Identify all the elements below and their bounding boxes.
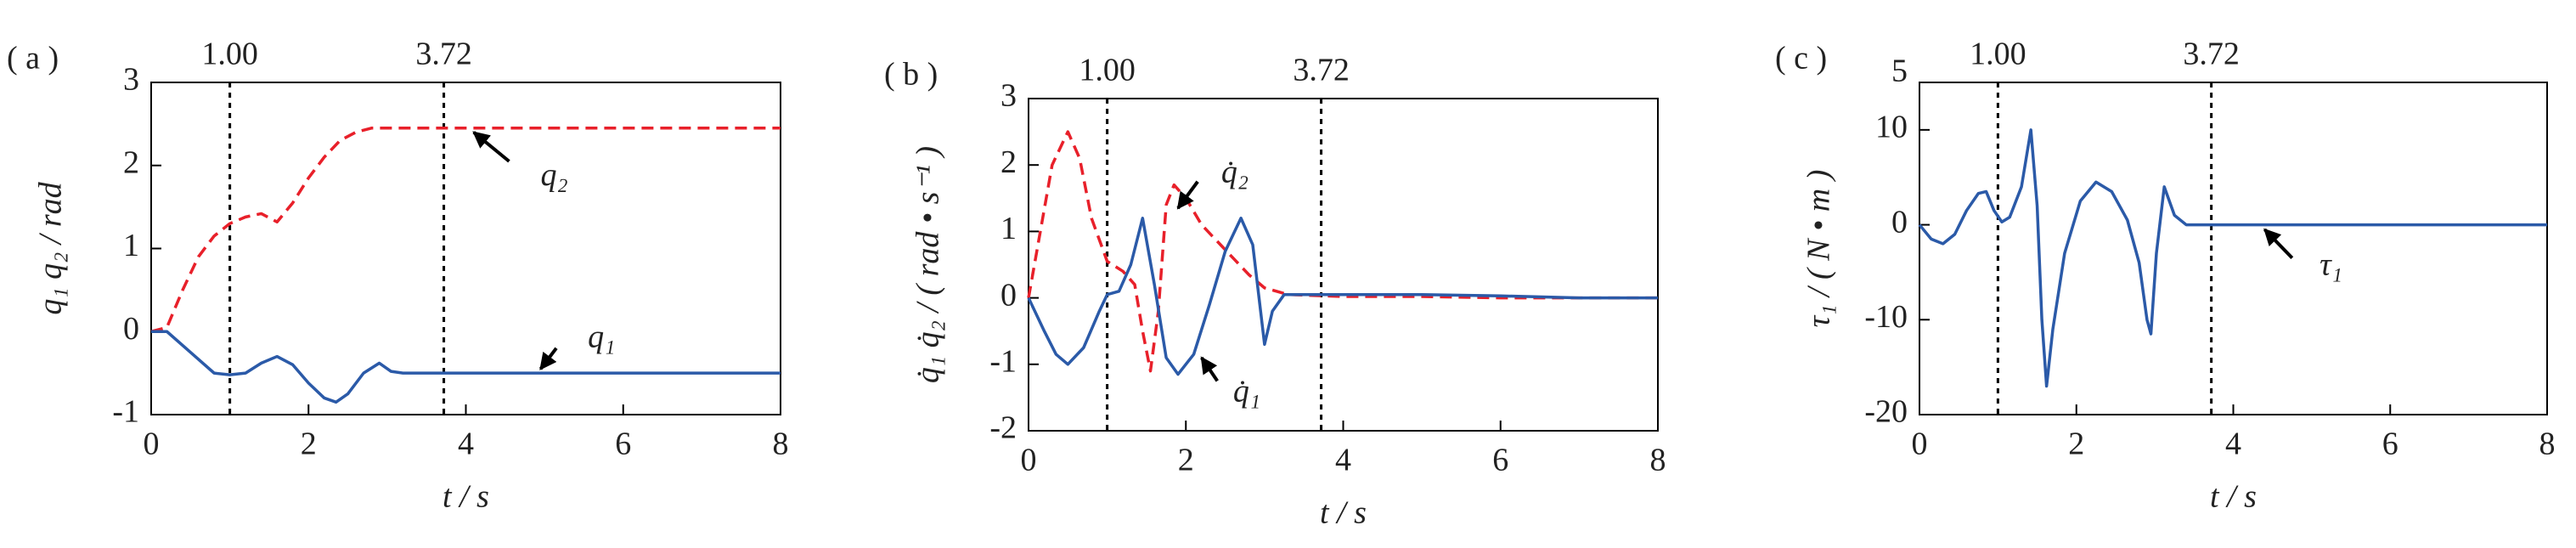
x-axis-label: t / s (1320, 495, 1367, 531)
annotation: q₁ (588, 319, 615, 355)
marker-label: 1.00 (201, 37, 258, 72)
plot-frame (150, 82, 781, 415)
y-tick-label: 0 (1001, 277, 1017, 313)
x-tick-label: 4 (2225, 427, 2241, 462)
y-tick-label: -2 (989, 410, 1017, 446)
y-tick-label: -1 (989, 344, 1017, 380)
y-axis-label: τ₁ / ( N • m ) (1801, 170, 1837, 328)
plot-frame (1919, 82, 2548, 415)
x-axis-label: t / s (442, 479, 489, 515)
y-axis-label: q̇₁ q̇₂ / ( rad • s⁻¹ ) (910, 146, 946, 383)
y-top-label: 5 (1891, 54, 1908, 89)
x-tick-label: 2 (2068, 427, 2084, 462)
annotation-arrow (472, 131, 510, 163)
y-tick-label: -1 (112, 394, 139, 430)
y-tick-label: 1 (1001, 211, 1017, 246)
y-tick-label: 10 (1875, 110, 1908, 145)
x-tick-label: 2 (1178, 443, 1194, 478)
x-tick-label: 0 (144, 427, 160, 462)
annotation-arrow (2263, 228, 2294, 260)
marker-label: 1.00 (1970, 37, 2026, 72)
marker-label: 3.72 (415, 37, 472, 72)
series-line (1027, 217, 1658, 376)
x-tick-label: 6 (2382, 427, 2398, 462)
x-tick-label: 4 (1335, 443, 1351, 478)
x-tick-label: 0 (1021, 443, 1037, 478)
y-tick-label: 0 (123, 311, 139, 347)
marker-label: 3.72 (2183, 37, 2240, 72)
annotation-arrow (1200, 356, 1219, 382)
y-tick-label: -20 (1864, 394, 1908, 430)
y-tick-label: 0 (1891, 204, 1908, 240)
series-line (150, 127, 781, 333)
series-line (151, 330, 781, 404)
x-tick-label: 8 (2539, 427, 2556, 462)
annotation: τ₁ (2320, 247, 2342, 283)
panel-label: ( a ) (7, 41, 59, 76)
y-tick-label: 1 (123, 228, 139, 263)
x-tick-label: 6 (615, 427, 631, 462)
annotation: q̇₁ (1233, 374, 1260, 410)
panel-label: ( b ) (884, 57, 938, 93)
annotation-arrow (538, 347, 558, 370)
y-tick-label: 3 (123, 62, 139, 98)
y-tick-label: 3 (1001, 78, 1017, 114)
x-tick-label: 0 (1912, 427, 1928, 462)
y-tick-label: 2 (1001, 144, 1017, 180)
x-tick-label: 8 (773, 427, 789, 462)
y-tick-label: 2 (123, 144, 139, 180)
annotation: q₂ (540, 157, 567, 193)
marker-label: 1.00 (1079, 53, 1136, 88)
marker-label: 3.72 (1293, 53, 1350, 88)
plot-frame (1028, 98, 1659, 432)
series-line (1918, 128, 2547, 388)
annotation-arrow (1176, 180, 1199, 210)
x-tick-label: 8 (1650, 443, 1666, 478)
x-axis-label: t / s (2210, 479, 2257, 515)
x-tick-label: 4 (458, 427, 474, 462)
panel-label: ( c ) (1775, 41, 1827, 76)
x-tick-label: 2 (301, 427, 317, 462)
y-axis-label: q₁ q₂ / rad (33, 181, 69, 314)
y-tick-label: -10 (1864, 299, 1908, 335)
series-line (1027, 130, 1658, 373)
annotation: q̇₂ (1221, 155, 1249, 190)
x-tick-label: 6 (1492, 443, 1508, 478)
